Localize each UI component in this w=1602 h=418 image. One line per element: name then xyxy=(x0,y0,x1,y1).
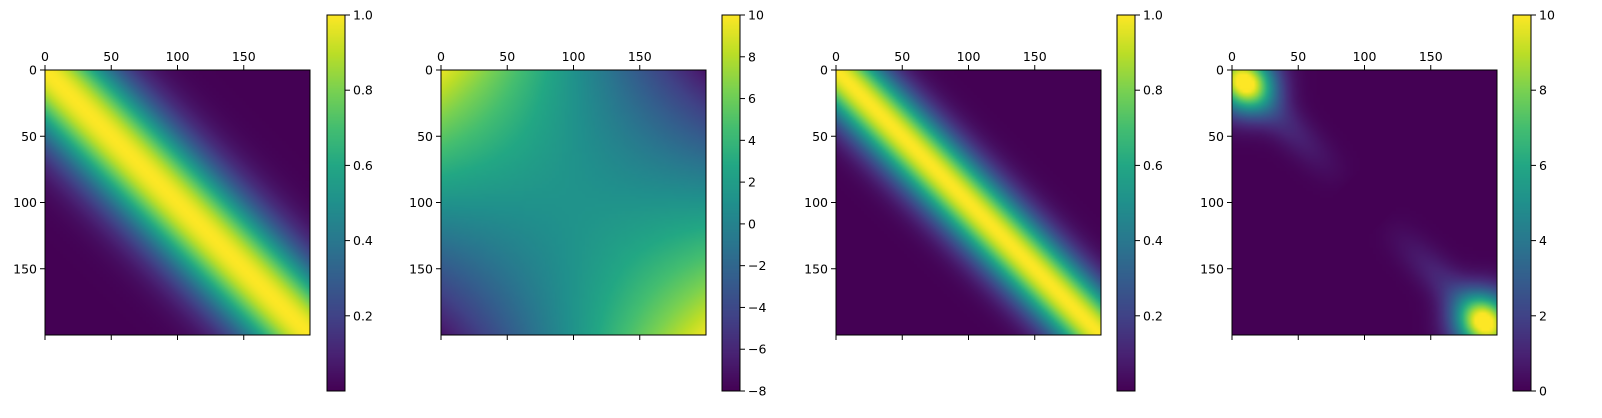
colorbar-tick-label: 0.6 xyxy=(1143,158,1163,173)
colorbar-tick-label: 0.8 xyxy=(1143,83,1163,98)
colorbar-tick-label: −4 xyxy=(748,300,766,315)
x-tick-label: 100 xyxy=(957,49,981,64)
colorbar-tick-label: 4 xyxy=(748,133,756,148)
colorbar-gradient xyxy=(327,15,345,391)
y-tick-label: 100 xyxy=(13,195,37,210)
y-tick-label: 150 xyxy=(13,261,37,276)
x-tick-label: 100 xyxy=(562,49,586,64)
colorbar-gradient xyxy=(1117,15,1135,391)
heatmap-panel-3: 0 50 100 150 0 50 100 150 0.2 0.4 0.6 0.8 1.0 xyxy=(804,8,1163,392)
y-tick-label: 0 xyxy=(1216,63,1224,78)
y-tick-label: 50 xyxy=(1208,129,1224,144)
colorbar-gradient xyxy=(1513,15,1531,391)
y-tick-label: 0 xyxy=(29,63,37,78)
colorbar-frame xyxy=(326,14,346,392)
colorbar-tick-label: 0.8 xyxy=(353,83,373,98)
colorbar-tick-label: 10 xyxy=(1539,8,1555,23)
colorbar-tick-label: 0 xyxy=(748,216,756,231)
x-tick-label: 100 xyxy=(166,49,190,64)
colorbar-tick-label: 0.4 xyxy=(1143,233,1163,248)
colorbar-tick-label: 0 xyxy=(1539,384,1547,399)
x-tick-label: 0 xyxy=(41,49,49,64)
colorbar-tick-label: 0.2 xyxy=(1143,308,1163,323)
x-tick-label: 150 xyxy=(1023,49,1047,64)
colorbar-tick-label: 6 xyxy=(1539,158,1547,173)
y-tick-label: 100 xyxy=(1200,195,1224,210)
colorbar-tick-label: −8 xyxy=(748,384,766,399)
colorbar-gradient xyxy=(722,15,740,391)
colorbar-tick-label: 8 xyxy=(1539,83,1547,98)
y-tick-label: 50 xyxy=(812,129,828,144)
colorbar-tick-label: 0.2 xyxy=(353,308,373,323)
colorbar-frame xyxy=(721,14,741,392)
colorbar-tick-label: 0.4 xyxy=(353,233,373,248)
x-tick-label: 100 xyxy=(1353,49,1377,64)
heatmap-panel-1: 0 50 100 150 0 50 100 150 0.2 0.4 0.6 0.8 1.0 xyxy=(13,8,373,392)
y-tick-label: 150 xyxy=(1200,261,1224,276)
x-tick-label: 0 xyxy=(437,49,445,64)
colorbar-tick-label: −6 xyxy=(748,342,766,357)
colorbar-tick-label: 4 xyxy=(1539,233,1547,248)
heatmap-panel-2: 0 50 100 150 0 50 100 150 −8 −6 −4 −2 0 2 4 6 8 10 xyxy=(409,8,766,399)
colorbar-tick-label: 6 xyxy=(748,91,756,106)
colorbar-tick-label: 10 xyxy=(748,8,764,23)
colorbar-tick-label: 0.6 xyxy=(353,158,373,173)
y-tick-label: 150 xyxy=(804,261,828,276)
heatmap-image xyxy=(45,70,310,335)
colorbar-tick-label: 1.0 xyxy=(1143,8,1163,23)
heatmap-image xyxy=(441,70,706,335)
y-tick-label: 100 xyxy=(409,195,433,210)
x-tick-label: 150 xyxy=(628,49,652,64)
y-tick-label: 0 xyxy=(820,63,828,78)
x-tick-label: 0 xyxy=(832,49,840,64)
colorbar-tick-label: 8 xyxy=(748,49,756,64)
colorbar-tick-label: 1.0 xyxy=(353,8,373,23)
colorbar-frame xyxy=(1116,14,1136,392)
x-tick-label: 50 xyxy=(499,49,515,64)
x-tick-label: 150 xyxy=(232,49,256,64)
y-tick-label: 100 xyxy=(804,195,828,210)
colorbar-frame xyxy=(1512,14,1532,392)
heatmap-image xyxy=(1232,70,1497,335)
heatmap-panel-4: 0 50 100 150 0 50 100 150 0 2 4 6 8 10 xyxy=(1200,8,1555,399)
y-tick-label: 150 xyxy=(409,261,433,276)
x-tick-label: 50 xyxy=(894,49,910,64)
x-tick-label: 150 xyxy=(1419,49,1443,64)
x-tick-label: 50 xyxy=(1290,49,1306,64)
colorbar-tick-label: 2 xyxy=(748,175,756,190)
y-tick-label: 0 xyxy=(425,63,433,78)
colorbar-tick-label: −2 xyxy=(748,258,766,273)
heatmap-image xyxy=(836,70,1101,335)
y-tick-label: 50 xyxy=(21,129,37,144)
x-tick-label: 0 xyxy=(1228,49,1236,64)
colorbar-tick-label: 2 xyxy=(1539,308,1547,323)
x-tick-label: 50 xyxy=(103,49,119,64)
y-tick-label: 50 xyxy=(417,129,433,144)
